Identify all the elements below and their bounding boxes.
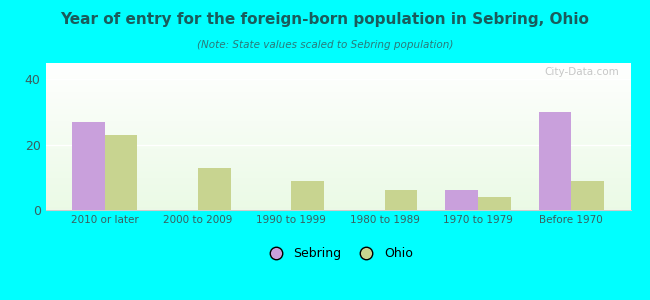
Bar [539,112,571,210]
Bar [385,190,417,210]
Text: City-Data.com: City-Data.com [544,68,619,77]
Bar [72,122,105,210]
Text: Year of entry for the foreign-born population in Sebring, Ohio: Year of entry for the foreign-born popul… [60,12,590,27]
Text: (Note: State values scaled to Sebring population): (Note: State values scaled to Sebring po… [197,40,453,50]
Legend: Sebring, Ohio: Sebring, Ohio [258,242,418,266]
Bar [291,181,324,210]
Bar [445,190,478,210]
Bar [198,167,231,210]
Bar [478,197,511,210]
Bar [105,135,137,210]
Bar [571,181,604,210]
